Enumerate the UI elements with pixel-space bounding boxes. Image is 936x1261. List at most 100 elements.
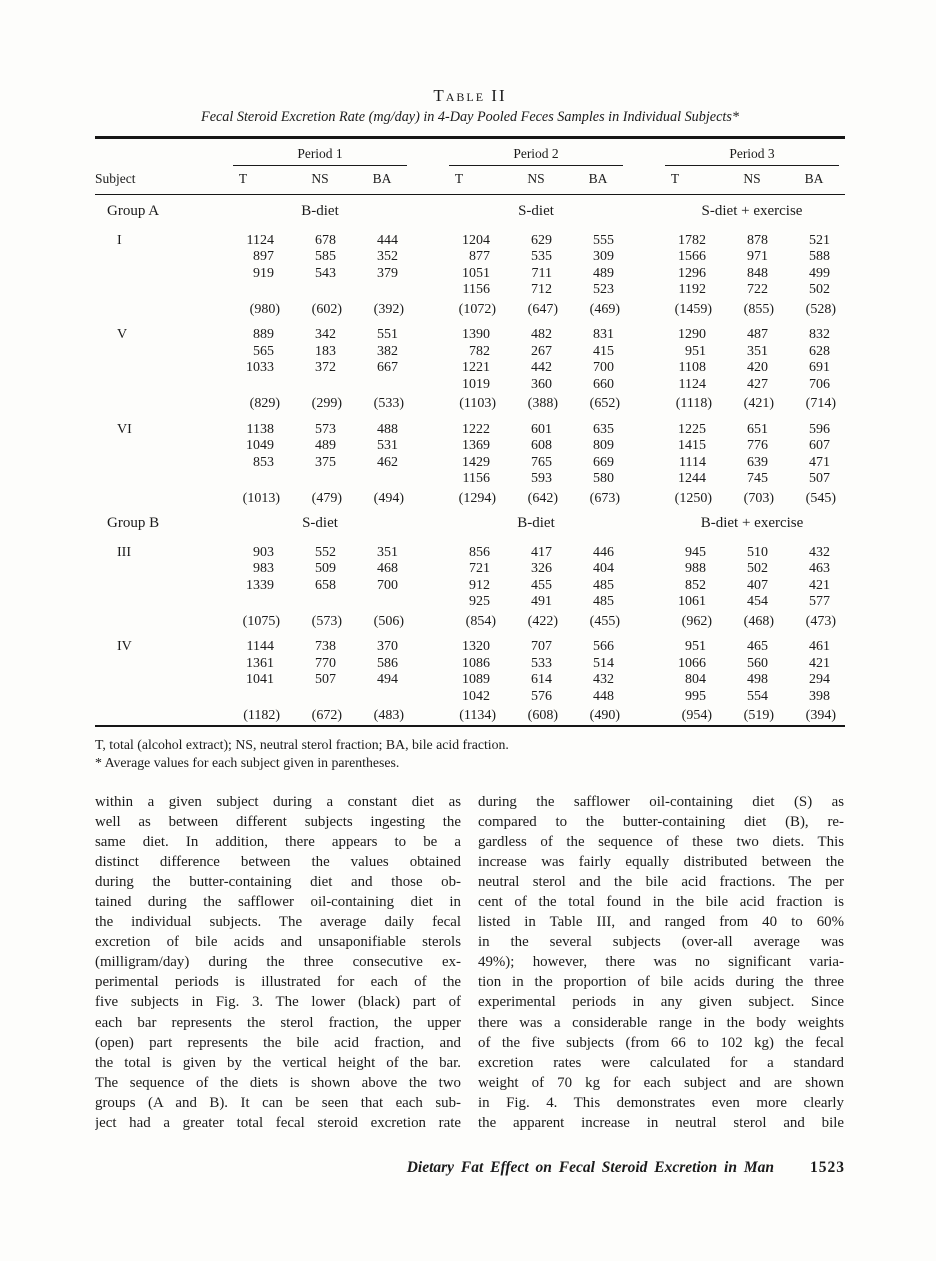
value-cell: 614	[531, 672, 552, 687]
value-cell: 878	[747, 232, 768, 248]
text-line: weight of 70 kg for each subject and are…	[478, 1074, 844, 1091]
value-cell: 1138	[246, 421, 274, 437]
measurement-row: 1156 593 580 1244 745 507	[95, 471, 845, 488]
value-cell	[289, 471, 351, 488]
text-line: (open) part represents the bile acid fra…	[95, 1034, 461, 1051]
subject-id	[95, 455, 197, 472]
value-cell: 554	[747, 688, 768, 704]
value-cell: 856	[469, 544, 490, 560]
average-cell: (829)	[249, 396, 280, 411]
value-cell: 442	[531, 360, 552, 375]
average-row: (1075) (573) (506) (854) (422) (455) (962) (468…	[95, 611, 845, 631]
value-cell: 580	[593, 471, 614, 486]
measurement-row: 1019 360 660 1124 427 706	[95, 377, 845, 394]
value-cell: 461	[809, 639, 830, 654]
text-line: distinct difference between the values o…	[95, 853, 461, 870]
value-cell: 465	[747, 639, 768, 654]
value-cell: 1782	[678, 232, 706, 248]
value-cell: 988	[685, 561, 706, 576]
diet-label-text: S-diet	[518, 203, 554, 219]
text-line: groups (A and B). It can be seen that ea…	[95, 1094, 461, 1111]
diet-label: S-diet	[413, 195, 629, 224]
value-cell: 983	[253, 561, 274, 576]
value-cell: 629	[531, 232, 552, 248]
diet-label: B-diet	[197, 195, 413, 224]
measurement-row: 1339 658 700 912 455 485 852 407 421	[95, 578, 845, 595]
value-cell: 711	[531, 265, 552, 281]
value-cell: 1114	[679, 454, 706, 470]
measurement-row: V 889 342 551 1390 482 831 1290 487 832	[95, 318, 845, 344]
subject-id	[95, 282, 197, 299]
col-header-bile-acid: BA	[567, 166, 629, 195]
value-cell: 1415	[678, 438, 706, 453]
period-2-label: Period 2	[449, 146, 623, 166]
average-cell: (854)	[465, 613, 496, 629]
value-cell: 1156	[462, 471, 490, 486]
value-cell	[289, 282, 351, 299]
col-header-bile-acid: BA	[351, 166, 413, 195]
value-cell: 487	[747, 327, 768, 342]
value-cell: 721	[469, 561, 490, 576]
text-line: The sequence of the diets is shown above…	[95, 1074, 461, 1091]
average-cell: (388)	[527, 396, 558, 411]
col-header-bile-acid: BA	[783, 166, 845, 195]
average-cell: (573)	[311, 613, 342, 629]
value-cell: 776	[747, 438, 768, 453]
subject-id	[95, 578, 197, 595]
value-cell: 543	[315, 265, 336, 281]
value-cell: 586	[377, 655, 398, 671]
average-cell: (673)	[589, 490, 620, 506]
value-cell: 588	[809, 249, 830, 264]
value-cell: 951	[685, 639, 706, 654]
page-footer: Dietary Fat Effect on Fecal Steroid Excr…	[95, 1159, 845, 1177]
period-1-header: Period 1	[197, 138, 413, 166]
average-cell: (1013)	[242, 490, 280, 506]
average-cell: (1072)	[458, 301, 496, 317]
value-cell: 1124	[678, 376, 706, 392]
value-cell: 407	[747, 577, 768, 593]
empty-corner-cell	[95, 138, 197, 167]
average-cell: (519)	[743, 708, 774, 723]
value-cell: 420	[747, 360, 768, 375]
diet-label-text: S-diet + exercise	[701, 203, 803, 219]
value-cell: 309	[593, 249, 614, 264]
table-caption: Fecal Steroid Excretion Rate (mg/day) in…	[201, 109, 739, 125]
average-cell: (483)	[373, 708, 404, 723]
value-cell: 700	[377, 577, 398, 593]
value-cell: 360	[531, 376, 552, 392]
diet-label-text: S-diet	[302, 515, 338, 531]
average-cell: (533)	[373, 396, 404, 411]
value-cell: 1225	[678, 421, 706, 437]
footnote-averages: * Average values for each subject given …	[95, 754, 400, 770]
average-cell: (299)	[311, 396, 342, 411]
group-row: Group B S-diet B-diet B-diet + exercise	[95, 507, 845, 536]
value-cell: 566	[593, 639, 614, 654]
value-cell: 507	[315, 672, 336, 687]
period-3-header: Period 3	[629, 138, 845, 166]
text-line: tion in the proportion of bile acids dur…	[478, 974, 844, 991]
value-cell	[351, 282, 413, 299]
value-cell: 326	[531, 561, 552, 576]
average-cell: (602)	[311, 301, 342, 317]
value-cell: 370	[377, 639, 398, 654]
value-cell: 552	[315, 544, 336, 560]
diet-label: S-diet	[197, 507, 413, 536]
value-cell: 738	[315, 639, 336, 654]
measurement-row: 1041 507 494 1089 614 432 804 498 294	[95, 672, 845, 689]
value-cell	[351, 471, 413, 488]
value-cell: 1339	[246, 577, 274, 593]
average-cell: (1182)	[243, 708, 280, 723]
col-header-total: T	[197, 166, 289, 195]
value-cell: 446	[593, 544, 614, 560]
value-cell: 372	[315, 360, 336, 375]
value-cell: 514	[593, 655, 614, 671]
period-2-header: Period 2	[413, 138, 629, 166]
value-cell: 551	[377, 327, 398, 342]
value-cell: 889	[253, 327, 274, 342]
value-cell: 658	[315, 577, 336, 593]
text-line: of the five subjects (from 66 to 102 kg)…	[478, 1034, 844, 1051]
value-cell: 498	[747, 672, 768, 687]
measurement-row: 565 183 382 782 267 415 951 351 628	[95, 344, 845, 361]
value-cell: 706	[809, 376, 830, 392]
value-cell: 379	[377, 265, 398, 281]
